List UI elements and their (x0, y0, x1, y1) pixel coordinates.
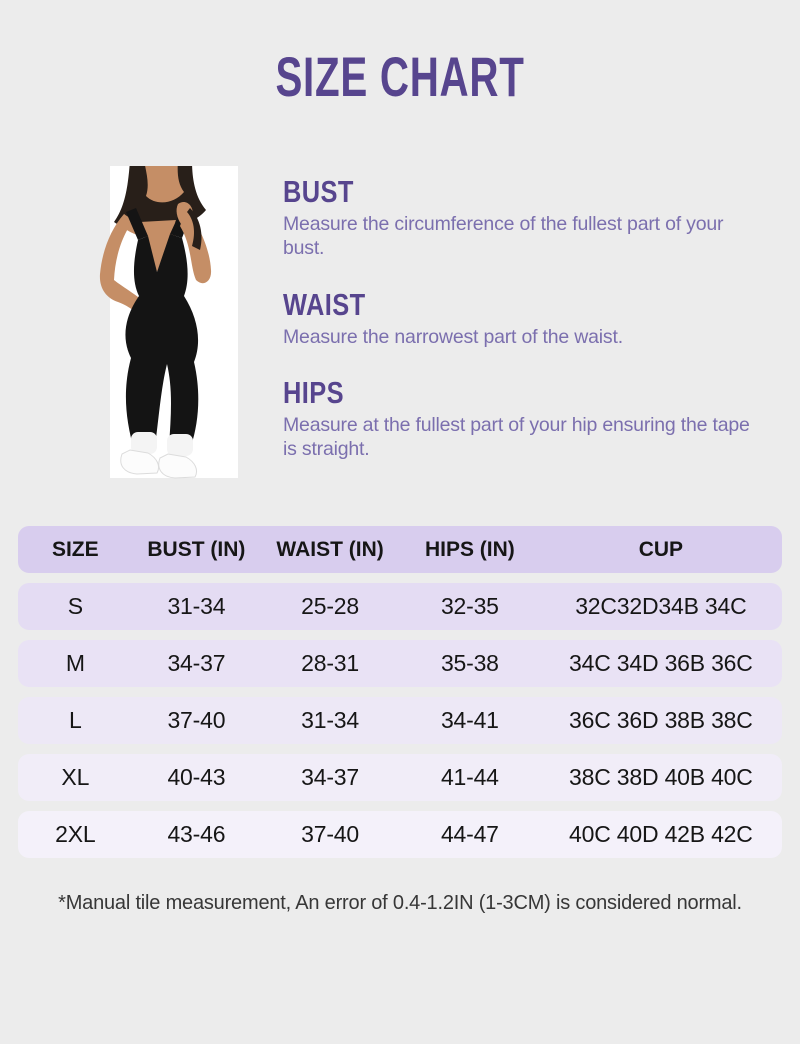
bust-heading: BUST (283, 174, 354, 209)
header-size: SIZE (51, 537, 99, 561)
header-waist: WAIST (IN) (276, 537, 384, 561)
cell-waist: 31-34 (301, 707, 359, 733)
cell-bust: 43-46 (167, 821, 226, 847)
footnote: *Manual tile measurement, An error of 0.… (58, 892, 742, 914)
cell-hips: 32-35 (440, 593, 499, 619)
cell-hips: 35-38 (440, 650, 499, 676)
size-table: SIZE BUST (IN) WAIST (IN) HIPS (IN) CUP … (18, 526, 782, 858)
table-row-l: L 37-40 31-34 34-41 36C 36D 38B 38C (18, 697, 782, 744)
header-hips: HIPS (IN) (424, 537, 515, 561)
cell-bust: 37-40 (167, 707, 226, 733)
waist-description: Measure the narrowest part of the waist. (283, 325, 623, 348)
cell-hips: 44-47 (440, 821, 499, 847)
table-row-xl: XL 40-43 34-37 41-44 38C 38D 40B 40C (18, 754, 782, 801)
cell-waist: 25-28 (301, 593, 359, 619)
cell-waist: 37-40 (301, 821, 359, 847)
size-chart-page: SIZE CHART (0, 44, 800, 1044)
cell-size: M (65, 650, 85, 676)
content-row: BUST Measure the circumference of the fu… (0, 160, 800, 480)
cell-bust: 40-43 (167, 764, 226, 790)
model-figure (99, 166, 212, 479)
cell-cup: 34C 34D 36B 36C (569, 650, 753, 676)
cell-size: 2XL (55, 821, 96, 847)
cell-waist: 28-31 (301, 650, 359, 676)
measure-guide: BUST Measure the circumference of the fu… (283, 174, 761, 480)
waist-heading: WAIST (283, 286, 366, 322)
hips-description: Measure at the fullest part of your hip … (283, 414, 750, 461)
hips-heading: HIPS (283, 375, 344, 411)
page-title: SIZE CHART (0, 44, 800, 108)
cell-cup: 36C 36D 38B 38C (569, 707, 753, 733)
cell-hips: 34-41 (440, 707, 499, 733)
guide-section-waist: WAIST Measure the narrowest part of the … (283, 287, 761, 350)
guide-section-bust: BUST Measure the circumference of the fu… (283, 174, 761, 261)
cell-bust: 31-34 (167, 593, 226, 619)
cell-cup: 32C32D34B 34C (575, 593, 747, 619)
bust-description: Measure the circumference of the fullest… (283, 213, 724, 259)
cell-size: S (67, 593, 83, 619)
header-cup: CUP (638, 537, 684, 561)
cell-waist: 34-37 (301, 764, 359, 790)
table-row-m: M 34-37 28-31 35-38 34C 34D 36B 36C (18, 640, 782, 687)
table-row-s: S 31-34 25-28 32-35 32C32D34B 34C (18, 583, 782, 630)
guide-section-hips: HIPS Measure at the fullest part of your… (283, 375, 761, 462)
cell-cup: 38C 38D 40B 40C (569, 764, 753, 790)
header-bust: BUST (IN) (147, 537, 246, 561)
cell-size: L (69, 707, 82, 733)
cell-bust: 34-37 (167, 650, 226, 676)
table-header-row: SIZE BUST (IN) WAIST (IN) HIPS (IN) CUP (18, 526, 782, 573)
page-title-text: SIZE CHART (275, 45, 525, 108)
model-photo (99, 166, 238, 479)
cell-size: XL (61, 764, 90, 790)
table-row-2xl: 2XL 43-46 37-40 44-47 40C 40D 42B 42C (18, 811, 782, 858)
cell-cup: 40C 40D 42B 42C (569, 821, 753, 847)
cell-hips: 41-44 (440, 764, 499, 790)
